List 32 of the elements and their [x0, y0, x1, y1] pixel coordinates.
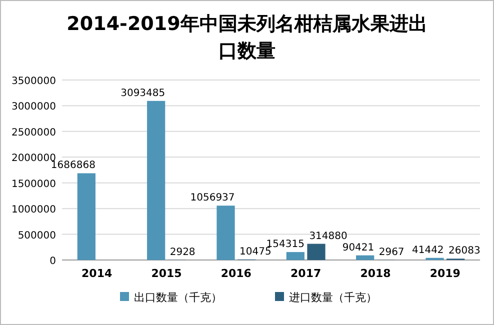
x-tick-label: 2016 [220, 267, 252, 280]
data-label: 1056937 [190, 192, 235, 204]
bar [356, 255, 374, 260]
y-tick-label: 500000 [18, 230, 56, 242]
data-label: 1686868 [50, 160, 96, 172]
y-tick-label: 0 [50, 256, 56, 267]
x-tick-label: 2014 [82, 267, 112, 280]
legend-label: 进口数量（千克） [289, 291, 377, 304]
data-label: 314880 [309, 230, 348, 242]
bar [216, 206, 235, 260]
y-tick-label: 3000000 [11, 102, 56, 113]
data-label: 90421 [342, 242, 374, 254]
x-tick-label: 2015 [151, 267, 182, 280]
chart-title: 2014-2019年中国未列名柑桔属水果进出口数量 [66, 13, 428, 62]
y-tick-label: 1000000 [11, 204, 56, 216]
y-tick-label: 3500000 [11, 76, 56, 87]
bar [286, 252, 304, 260]
legend-label: 出口数量（千克） [134, 291, 222, 304]
data-label: 41442 [412, 244, 444, 256]
data-label: 2967 [378, 246, 404, 258]
y-tick-label: 2500000 [11, 127, 56, 138]
bar [307, 244, 326, 260]
x-tick-label: 2018 [360, 267, 391, 280]
data-label: 2928 [170, 246, 196, 258]
x-tick-label: 2019 [430, 267, 460, 280]
data-label: 3093485 [120, 88, 166, 99]
bar [147, 100, 166, 260]
data-label: 26083 [448, 246, 480, 257]
data-label: 10475 [240, 246, 272, 258]
x-tick-label: 2017 [290, 267, 322, 280]
bar [77, 173, 96, 260]
y-tick-label: 1500000 [11, 178, 56, 190]
